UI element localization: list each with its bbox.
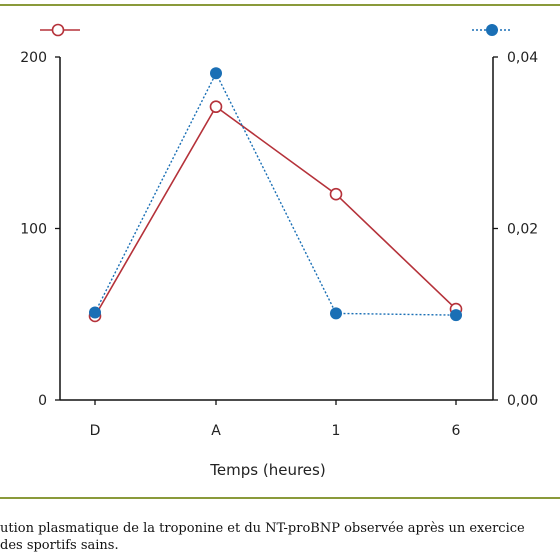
caption-line-1: ution plasmatique de la troponine et du … [0,521,525,536]
series-1-point [450,309,462,322]
left-tick-label: 0 [38,393,47,409]
right-tick-label: 0,04 [507,50,538,66]
figure-caption: ution plasmatique de la troponine et du … [0,520,560,554]
series-0-point [329,187,343,201]
x-tick-label: D [90,423,101,439]
series-layer [88,67,463,323]
x-tick-label: 1 [332,423,341,439]
right-tick-label: 0,02 [507,222,538,238]
right-tick-label: 0,00 [507,393,538,409]
line-chart: 0 100 200 0,00 0,02 0,04 D A 1 6 Temps (heures) [20,23,538,479]
x-tick-label: A [211,423,221,439]
series-1-point [210,67,222,80]
left-tick-label: 200 [20,50,47,66]
legend-marker-ntprobnp [486,24,498,36]
series-1-point [89,306,101,319]
bottom-rule [0,497,560,499]
top-rule [0,4,560,6]
series-0-point [209,100,223,114]
caption-line-2: des sportifs sains. [0,538,119,553]
x-tick-label: 6 [452,423,461,439]
x-axis-label: Temps (heures) [209,461,325,479]
left-tick-label: 100 [20,222,47,238]
series-1-point [330,307,342,320]
axes: 0 100 200 0,00 0,02 0,04 D A 1 6 [20,50,538,439]
series-line-1 [94,71,457,316]
legend-marker-troponine [51,23,65,37]
legend [40,23,512,37]
series-line-0 [94,105,457,317]
